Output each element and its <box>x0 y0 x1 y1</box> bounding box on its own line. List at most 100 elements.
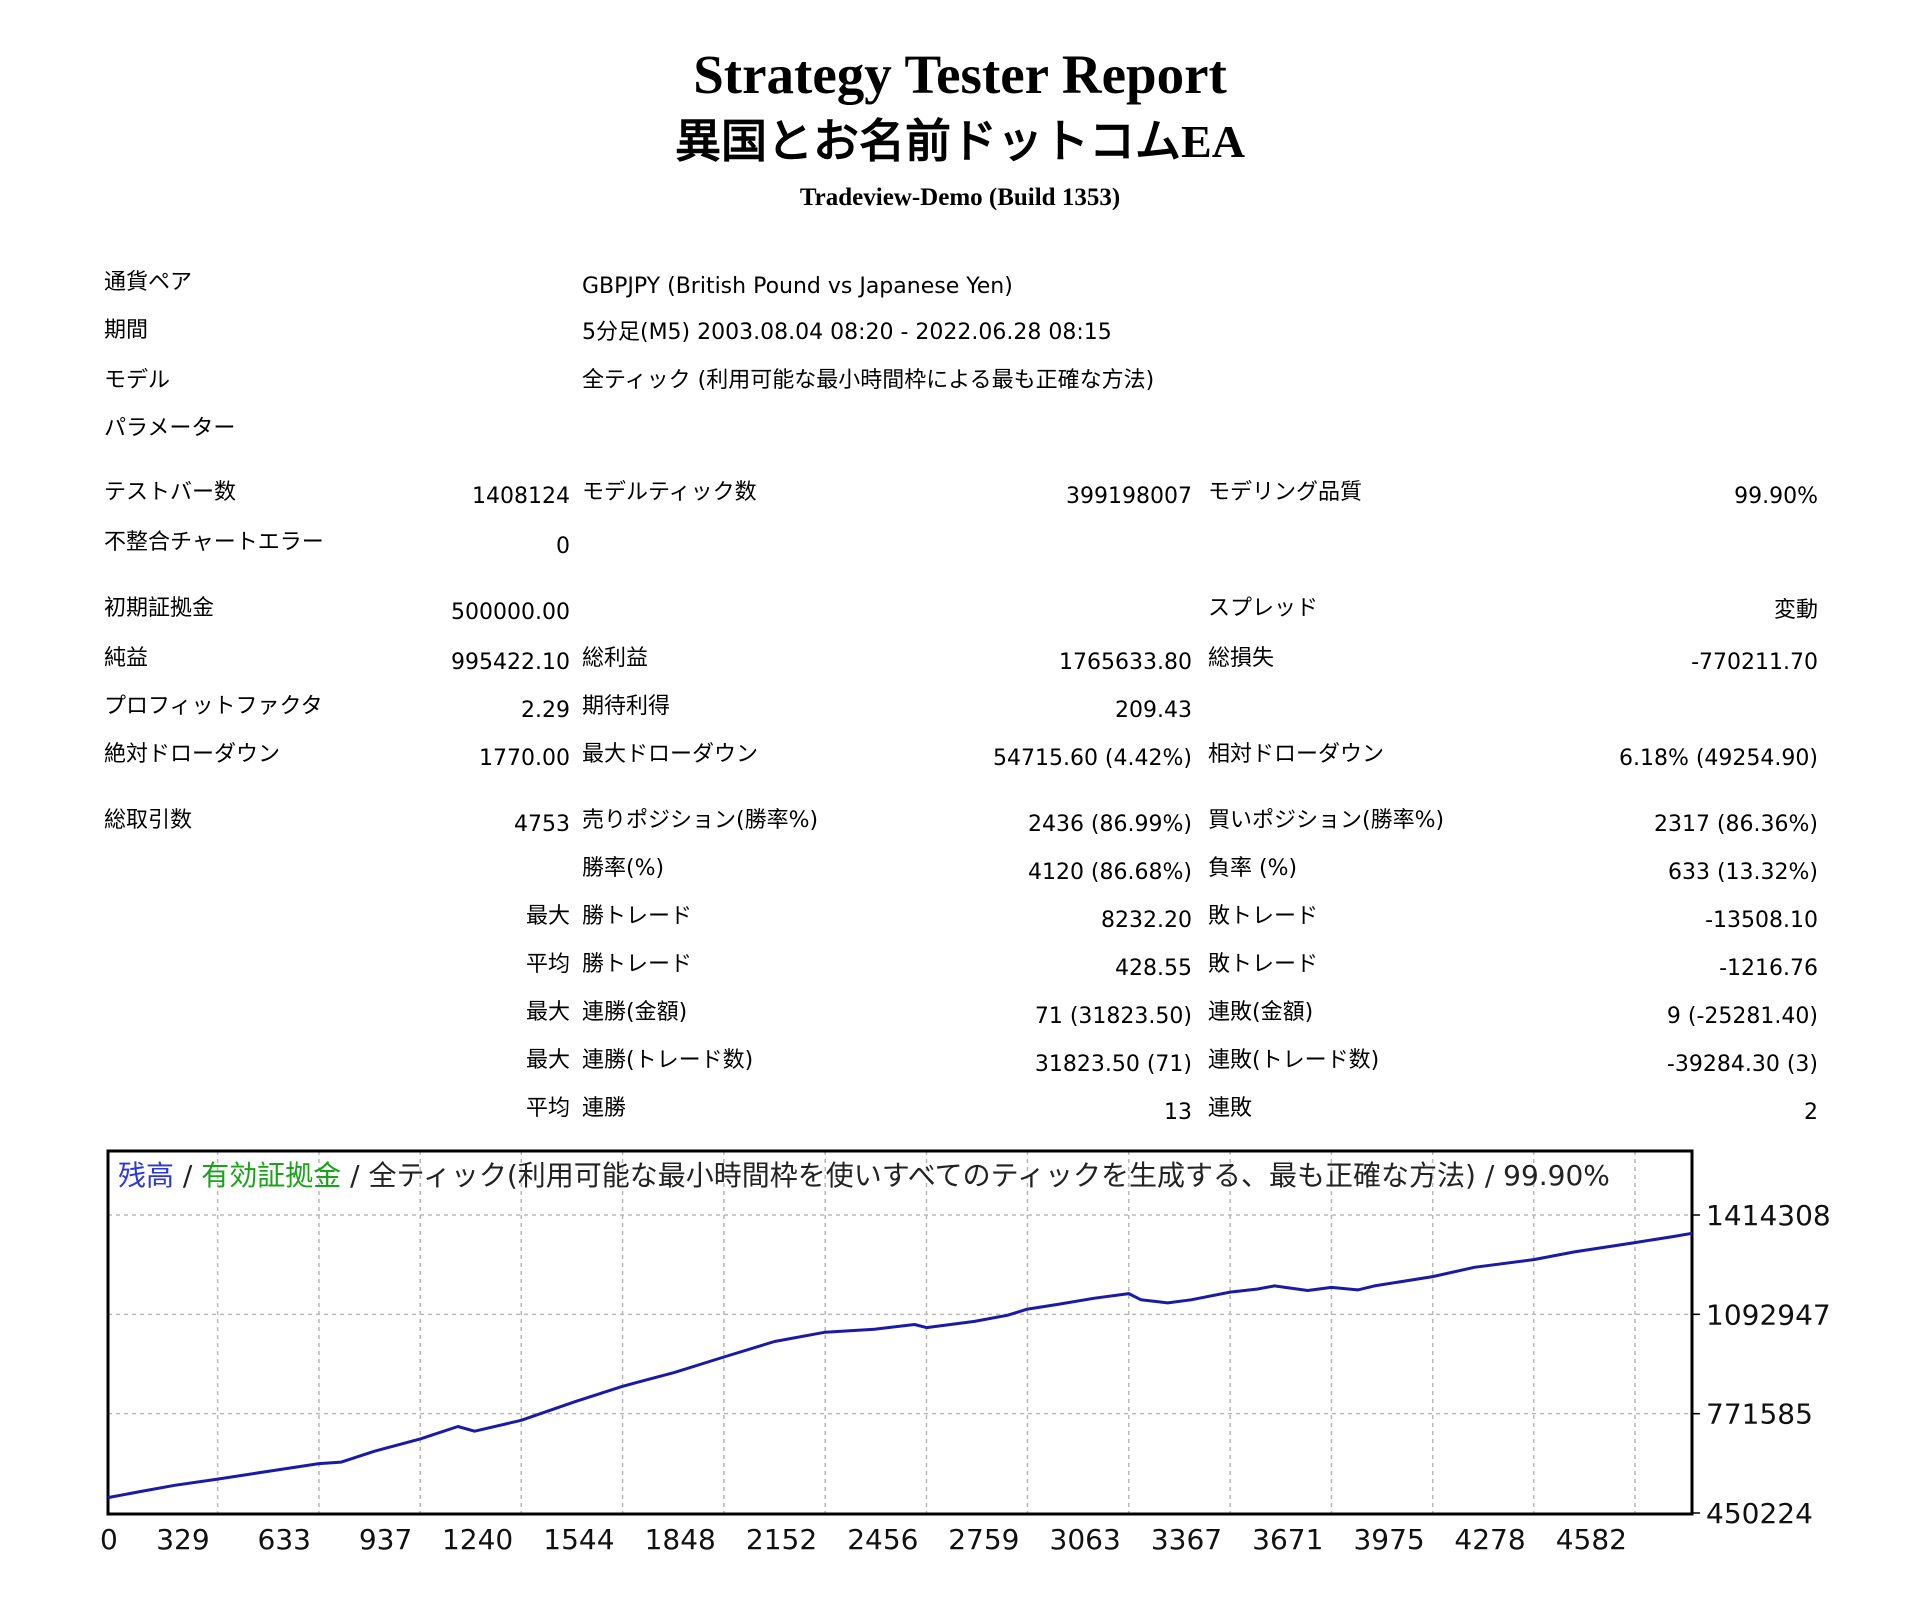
x-tick-label: 633 <box>258 1523 311 1556</box>
model-value: 全ティック (利用可能な最小時間枠による最も正確な方法) <box>582 368 1155 393</box>
largest-prefix: 最大 <box>525 904 570 929</box>
max-cons-losses-label: 連敗(金額) <box>1208 1000 1314 1025</box>
x-tick-label: 2152 <box>746 1523 817 1556</box>
max-cons-prefix: 最大 <box>525 1000 570 1025</box>
x-tick-label: 4582 <box>1556 1523 1627 1556</box>
avg-cons-losses-label: 連敗 <box>1208 1096 1253 1121</box>
gross-loss-label: 総損失 <box>1208 646 1275 671</box>
pf-value: 2.29 <box>521 698 570 723</box>
params-label: パラメーター <box>104 416 236 441</box>
max-cons2-prefix: 最大 <box>525 1048 570 1073</box>
average-prefix: 平均 <box>525 952 570 977</box>
y-tick-label: 1092947 <box>1706 1298 1831 1331</box>
ea-name: 異国とお名前ドットコムEA <box>675 116 1245 167</box>
pf-label: プロフィットファクタ <box>104 694 323 719</box>
max-cons-profit-label: 連勝(トレード数) <box>582 1048 754 1073</box>
expected-label: 期待利得 <box>582 694 671 719</box>
report-title: Strategy Tester Report <box>693 44 1227 105</box>
x-tick-label: 3367 <box>1151 1523 1222 1556</box>
total-trades-label: 総取引数 <box>104 808 193 833</box>
report-header: Strategy Tester Report 異国とお名前ドットコムEA Tra… <box>0 40 1920 218</box>
mismatch-value: 0 <box>556 534 570 559</box>
ticks-label: モデルティック数 <box>582 480 757 505</box>
loss-rate-value: 633 (13.32%) <box>1667 860 1818 885</box>
expected-value: 209.43 <box>1115 698 1192 723</box>
x-tick-label: 1848 <box>645 1523 716 1556</box>
x-tick-label: 3063 <box>1050 1523 1121 1556</box>
legend-balance: 残高 <box>118 1159 175 1192</box>
long-value: 2317 (86.36%) <box>1653 812 1818 837</box>
y-tick-label: 1414308 <box>1706 1199 1831 1232</box>
quality-label: モデリング品質 <box>1208 480 1363 505</box>
y-tick-label: 450224 <box>1706 1497 1813 1530</box>
total-trades-value: 4753 <box>514 812 570 837</box>
symbol-value: GBPJPY (British Pound vs Japanese Yen) <box>582 274 1013 299</box>
plot-frame <box>106 1149 1694 1516</box>
rel-dd-label: 相対ドローダウン <box>1208 742 1385 767</box>
avg-win-label: 勝トレード <box>582 952 693 977</box>
x-tick-label: 1240 <box>442 1523 513 1556</box>
gross-loss-value: -770211.70 <box>1691 650 1818 675</box>
x-tick-label: 0 <box>100 1523 118 1556</box>
avg-cons-losses-value: 2 <box>1804 1100 1818 1125</box>
largest-loss-label: 敗トレード <box>1208 904 1319 929</box>
period-value: 5分足(M5) 2003.08.04 08:20 - 2022.06.28 08… <box>582 320 1112 345</box>
largest-loss-value: -13508.10 <box>1705 908 1818 933</box>
rel-dd-value: 6.18% (49254.90) <box>1618 746 1818 771</box>
ticks-value: 399198007 <box>1066 484 1192 509</box>
deposit-value: 500000.00 <box>451 600 570 625</box>
short-value: 2436 (86.99%) <box>1027 812 1192 837</box>
legend-separator: / <box>174 1159 202 1192</box>
max-dd-label: 最大ドローダウン <box>582 742 759 767</box>
legend-model-info: / 全ティック(利用可能な最小時間枠を使いすべてのティックを生成する、最も正確な… <box>341 1159 1610 1192</box>
avg-cons-wins-value: 13 <box>1164 1100 1192 1125</box>
avg-cons-prefix: 平均 <box>525 1096 570 1121</box>
avg-loss-value: -1216.76 <box>1719 956 1818 981</box>
spread-label: スプレッド <box>1208 596 1319 621</box>
max-dd-value: 54715.60 (4.42%) <box>992 746 1192 771</box>
avg-loss-label: 敗トレード <box>1208 952 1319 977</box>
gross-profit-value: 1765633.80 <box>1059 650 1192 675</box>
x-tick-label: 3671 <box>1252 1523 1323 1556</box>
x-tick-label: 2456 <box>847 1523 918 1556</box>
max-cons-profit-value: 31823.50 (71) <box>1034 1052 1192 1077</box>
gross-profit-label: 総利益 <box>582 646 649 671</box>
bars-label: テストバー数 <box>104 480 237 505</box>
server-name: Tradeview-Demo (Build 1353) <box>799 184 1121 211</box>
max-cons-loss-label: 連敗(トレード数) <box>1208 1048 1380 1073</box>
x-tick-label: 937 <box>359 1523 412 1556</box>
abs-dd-value: 1770.00 <box>479 746 570 771</box>
x-tick-label: 2759 <box>948 1523 1019 1556</box>
y-tick-label: 771585 <box>1706 1398 1813 1431</box>
x-tick-label: 4278 <box>1454 1523 1525 1556</box>
abs-dd-label: 絶対ドローダウン <box>104 742 281 767</box>
x-tick-label: 329 <box>156 1523 209 1556</box>
avg-win-value: 428.55 <box>1115 956 1192 981</box>
period-label: 期間 <box>104 318 149 343</box>
chart-legend: 残高 / 有効証拠金 / 全ティック(利用可能な最小時間枠を使いすべてのティック… <box>118 1156 1610 1196</box>
avg-cons-wins-label: 連勝 <box>582 1096 627 1121</box>
max-cons-wins-label: 連勝(金額) <box>582 1000 688 1025</box>
x-tick-label: 3975 <box>1353 1523 1424 1556</box>
mismatch-label: 不整合チャートエラー <box>104 530 324 555</box>
loss-rate-label: 負率 (%) <box>1208 856 1298 881</box>
short-label: 売りポジション(勝率%) <box>582 808 819 833</box>
max-cons-wins-value: 71 (31823.50) <box>1034 1004 1192 1029</box>
x-tick-label: 1544 <box>543 1523 614 1556</box>
deposit-label: 初期証拠金 <box>104 596 215 621</box>
net-label: 純益 <box>104 646 149 671</box>
bars-value: 1408124 <box>472 484 570 509</box>
net-value: 995422.10 <box>451 650 570 675</box>
legend-equity: 有効証拠金 <box>201 1159 342 1192</box>
max-cons-loss-value: -39284.30 (3) <box>1666 1052 1818 1077</box>
long-label: 買いポジション(勝率%) <box>1208 808 1445 833</box>
balance-line <box>107 1231 1693 1500</box>
quality-value: 99.90% <box>1734 484 1818 509</box>
largest-win-value: 8232.20 <box>1101 908 1192 933</box>
spread-value: 変動 <box>1773 598 1818 623</box>
win-rate-value: 4120 (86.68%) <box>1027 860 1192 885</box>
model-label: モデル <box>104 368 171 393</box>
largest-win-label: 勝トレード <box>582 904 693 929</box>
symbol-label: 通貨ペア <box>104 270 193 295</box>
